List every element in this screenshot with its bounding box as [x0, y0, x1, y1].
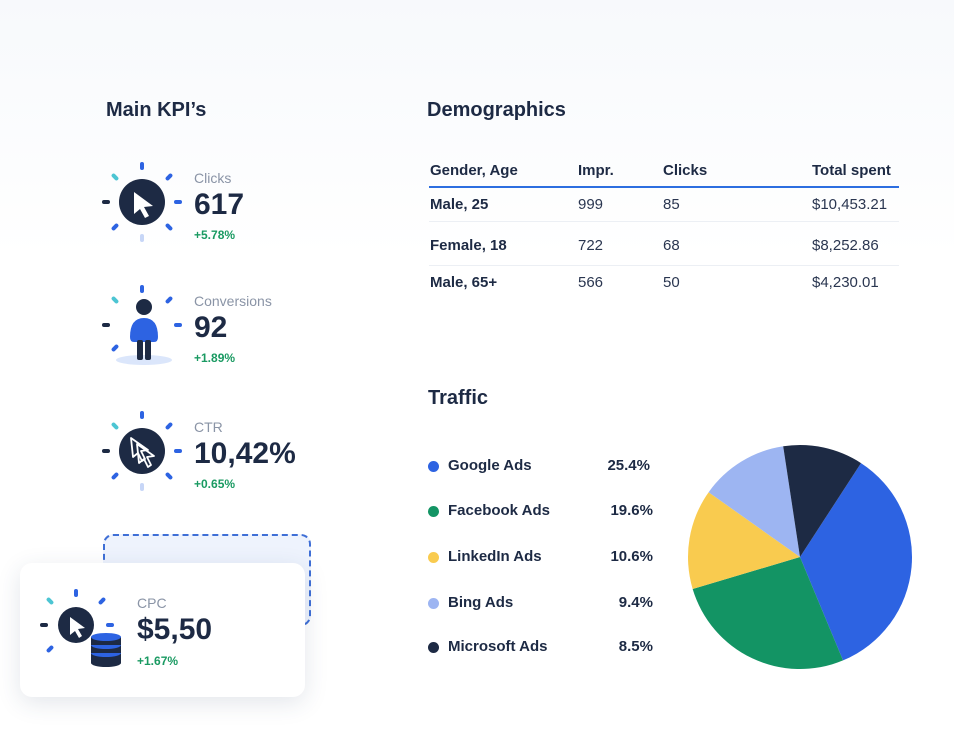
kpi-label: CTR [194, 419, 223, 435]
demographics-table: Gender, Age Impr. Clicks Total spent Mal… [429, 160, 899, 300]
legend-label: Microsoft Ads [448, 638, 548, 655]
table-cell: $10,453.21 [812, 196, 888, 213]
table-cell: 566 [578, 274, 604, 291]
column-header: Clicks [663, 162, 708, 179]
kpi-cpc-card[interactable]: CPC $5,50 +1.67% [20, 563, 305, 697]
traffic-title: Traffic [428, 387, 489, 409]
pie-slice-bing-ads [708, 446, 800, 557]
table-cell: $8,252.86 [812, 237, 879, 254]
kpi-delta: +1.67% [137, 654, 179, 668]
table-cell: 85 [663, 196, 680, 213]
kpi-label: Clicks [194, 170, 232, 186]
demographics-title: Demographics [427, 99, 566, 121]
legend-item: Bing Ads 9.4% [428, 592, 653, 614]
table-cell: 50 [663, 274, 680, 291]
kpi-value: 617 [194, 188, 245, 221]
legend-item: Google Ads 25.4% [428, 455, 653, 477]
kpi-value: $5,50 [137, 613, 213, 646]
legend-label: Facebook Ads [448, 502, 550, 519]
multi-cursor-icon [100, 411, 184, 495]
table-cell: $4,230.01 [812, 274, 879, 291]
pie-slice-facebook-ads [692, 557, 844, 670]
kpi-delta: +5.78% [194, 228, 236, 242]
pie-slice-linkedin-ads [687, 492, 800, 589]
table-cell: Male, 25 [430, 196, 489, 213]
legend-dot-icon [428, 598, 439, 609]
table-row: Female, 18 722 68 $8,252.86 [429, 222, 899, 266]
legend-value: 8.5% [618, 638, 653, 655]
legend-label: Google Ads [448, 457, 532, 474]
table-cell: Male, 65+ [430, 274, 498, 291]
kpi-delta: +1.89% [194, 351, 236, 365]
legend-value: 19.6% [610, 502, 653, 519]
column-header: Impr. [578, 162, 614, 179]
legend-label: Bing Ads [448, 594, 514, 611]
table-row: Male, 25 999 85 $10,453.21 [429, 188, 899, 222]
kpi-clicks-card: Clicks 617 +5.78% [100, 162, 360, 252]
cursor-icon [100, 162, 184, 246]
kpi-delta: +0.65% [194, 477, 236, 491]
pie-slice-google-ads [800, 463, 913, 661]
kpi-label: CPC [137, 595, 167, 611]
table-cell: Female, 18 [430, 237, 507, 254]
person-icon [100, 285, 184, 369]
column-header: Gender, Age [430, 162, 518, 179]
table-header: Gender, Age Impr. Clicks Total spent [429, 160, 899, 188]
kpi-section-title: Main KPI’s [106, 99, 207, 121]
cursor-coins-icon [40, 589, 130, 679]
legend-dot-icon [428, 642, 439, 653]
table-row: Male, 65+ 566 50 $4,230.01 [429, 266, 899, 300]
kpi-value: 10,42% [194, 437, 296, 470]
kpi-value: 92 [194, 311, 228, 344]
table-cell: 68 [663, 237, 680, 254]
legend-dot-icon [428, 552, 439, 563]
column-header: Total spent [812, 162, 891, 179]
legend-label: LinkedIn Ads [448, 548, 542, 565]
traffic-pie-chart [687, 445, 913, 670]
legend-item: Microsoft Ads 8.5% [428, 636, 653, 658]
legend-dot-icon [428, 506, 439, 517]
table-cell: 999 [578, 196, 604, 213]
pie-slice-microsoft-ads [783, 445, 861, 557]
legend-value: 10.6% [610, 548, 653, 565]
legend-item: Facebook Ads 19.6% [428, 500, 653, 522]
legend-dot-icon [428, 461, 439, 472]
legend-item: LinkedIn Ads 10.6% [428, 546, 653, 568]
table-cell: 722 [578, 237, 604, 254]
kpi-conversions-card: Conversions 92 +1.89% [100, 285, 360, 375]
legend-value: 9.4% [618, 594, 653, 611]
kpi-label: Conversions [194, 293, 272, 309]
legend-value: 25.4% [607, 457, 650, 474]
kpi-ctr-card: CTR 10,42% +0.65% [100, 411, 360, 501]
